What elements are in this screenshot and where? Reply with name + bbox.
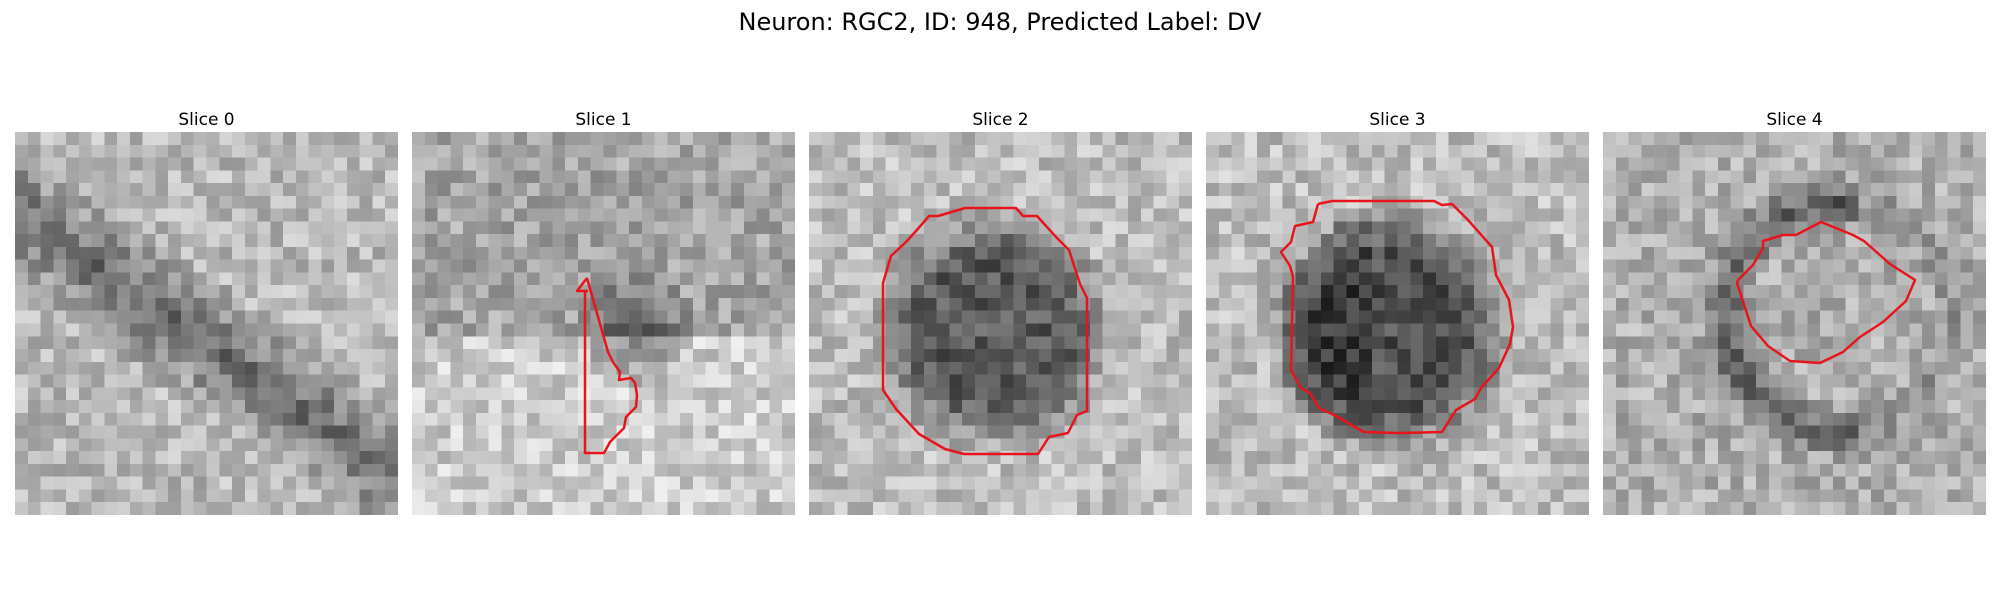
slice-panel-4: Slice 4 — [1603, 108, 1986, 515]
slice-panel-0: Slice 0 — [15, 108, 398, 515]
slice-image — [412, 132, 795, 515]
slice-title: Slice 3 — [1369, 110, 1426, 130]
slice-title: Slice 0 — [178, 110, 235, 130]
figure-title: Neuron: RGC2, ID: 948, Predicted Label: … — [738, 8, 1262, 36]
slice-title: Slice 1 — [575, 110, 632, 130]
slice-panel-2: Slice 2 — [809, 108, 1192, 515]
segmentation-contour — [881, 206, 1089, 456]
segmentation-contour — [1735, 220, 1917, 365]
slice-image — [15, 132, 398, 515]
slice-title: Slice 2 — [972, 110, 1029, 130]
slice-panel-3: Slice 3 — [1206, 108, 1589, 515]
segmentation-contour — [1279, 199, 1515, 435]
slice-image — [809, 132, 1192, 515]
slice-image — [1206, 132, 1589, 515]
slice-title: Slice 4 — [1766, 110, 1823, 130]
segmentation-contour — [575, 277, 639, 455]
slice-panel-1: Slice 1 — [412, 108, 795, 515]
slice-image — [1603, 132, 1986, 515]
